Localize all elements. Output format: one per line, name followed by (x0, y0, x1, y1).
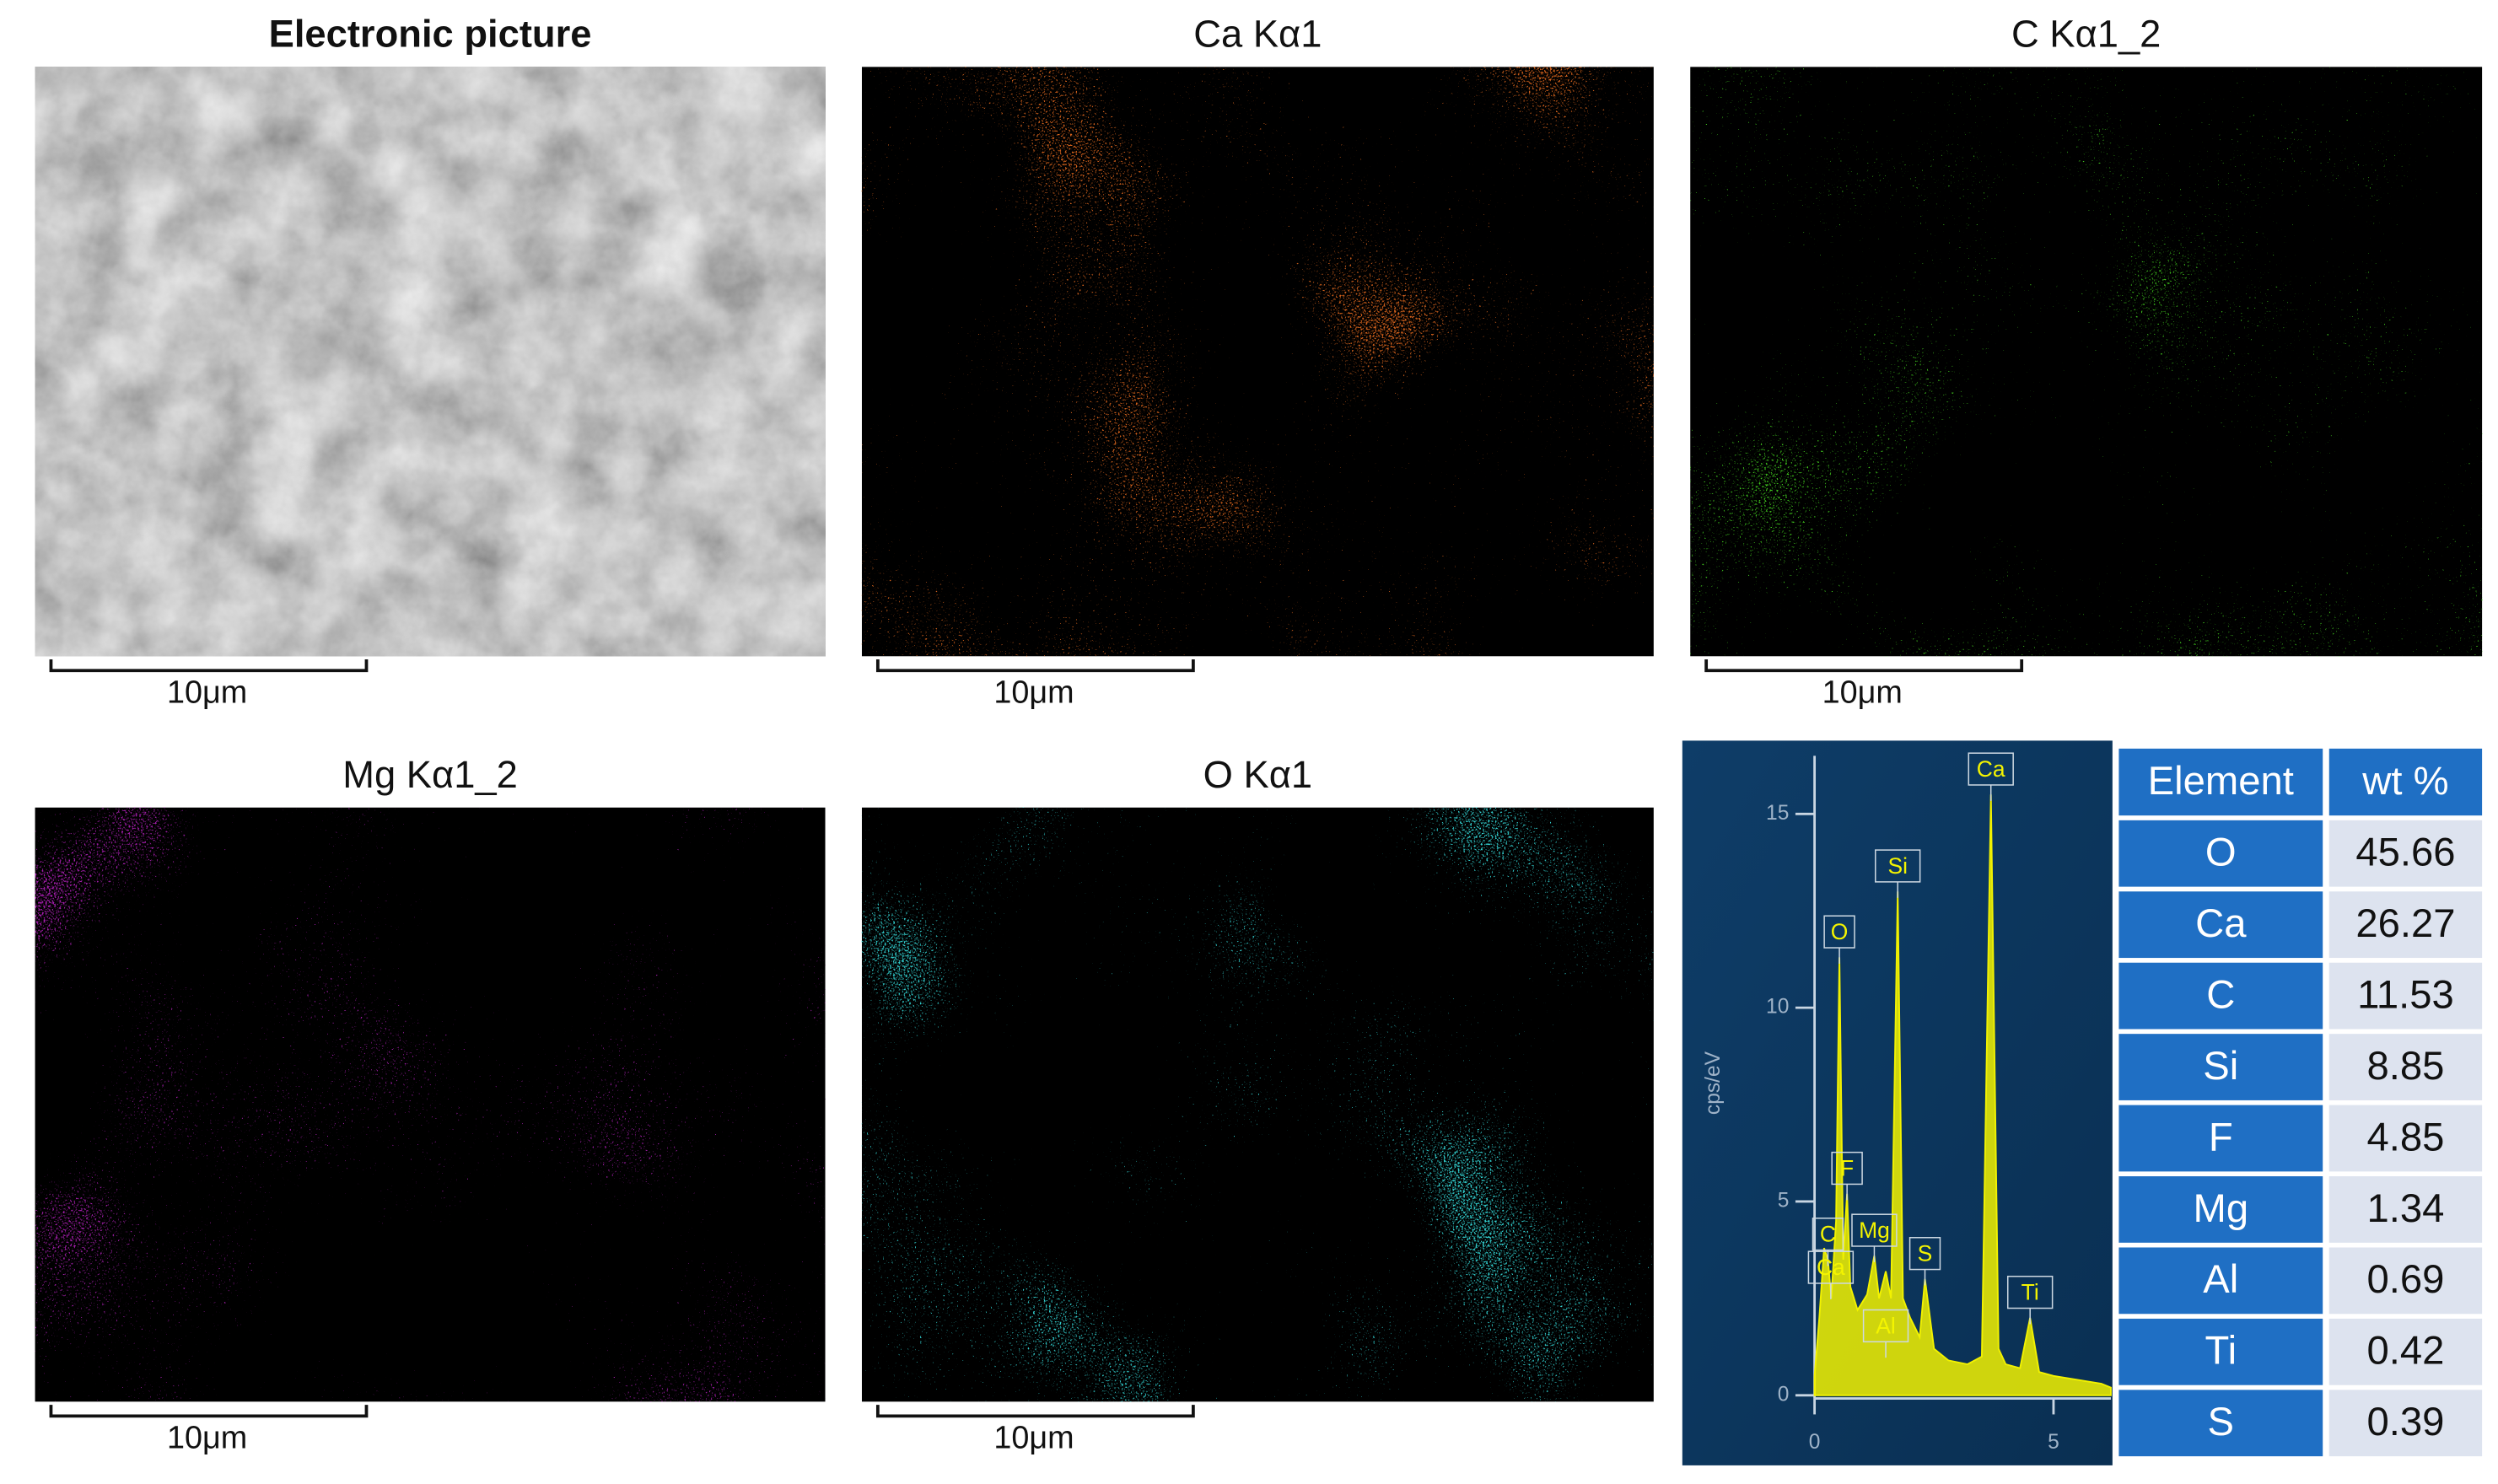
element-cell (2118, 1390, 2323, 1457)
table-value: 0.69 (2366, 1257, 2444, 1302)
table-header: Element (2148, 759, 2294, 804)
value-cell (2328, 1105, 2483, 1172)
scale-bar-label: 10μm (993, 1421, 1074, 1456)
table-header: wt % (2361, 759, 2448, 804)
panel-title: Ca Kα1 (1193, 12, 1322, 55)
value-cell (2328, 1034, 2483, 1100)
sem-image (35, 67, 826, 657)
peak-label: Ca (1977, 756, 2005, 782)
table-element: F (2209, 1115, 2233, 1159)
table-element: O (2205, 831, 2237, 875)
scale-bar (49, 1405, 369, 1418)
table-value: 11.53 (2357, 972, 2454, 1017)
element-cell (2118, 1318, 2323, 1385)
element-map (861, 67, 1654, 657)
value-cell (2328, 1176, 2483, 1243)
table-element: Mg (2193, 1186, 2248, 1231)
value-cell (2328, 962, 2483, 1030)
panel-title: Mg Kα1_2 (342, 753, 518, 796)
spectrum-area (1813, 794, 2112, 1396)
peak-label: Ti (2022, 1279, 2039, 1304)
value-cell (2328, 1247, 2483, 1315)
peak-label: F (1840, 1155, 1854, 1180)
peak-label: Al (1876, 1313, 1896, 1338)
table-value: 1.34 (2366, 1186, 2444, 1231)
scale-bar (875, 659, 1195, 673)
y-tick-label: 10 (1766, 996, 1789, 1019)
x-tick-label: 0 (1809, 1431, 1821, 1454)
table-element: Al (2203, 1257, 2238, 1302)
table-element: Ti (2205, 1329, 2237, 1374)
panel-title: O Kα1 (1203, 753, 1313, 796)
element-cell (2118, 891, 2323, 959)
peak-label: Si (1887, 853, 1908, 879)
element-cell (2118, 820, 2323, 887)
value-cell (2328, 820, 2483, 887)
peak-label-box (1875, 849, 1921, 883)
y-tick-label: 5 (1778, 1189, 1790, 1212)
panel-title: Electronic picture (269, 12, 592, 55)
scale-bar-label: 10μm (993, 675, 1074, 711)
peak-label-box (1807, 1250, 1855, 1284)
scale-bar (1704, 659, 2024, 673)
scale-bar-label: 10μm (167, 675, 247, 711)
peak-label-box (1862, 1309, 1909, 1343)
table-value: 0.39 (2366, 1400, 2444, 1444)
table-value: 26.27 (2355, 901, 2455, 946)
peak-label: S (1918, 1241, 1933, 1266)
element-map (1690, 67, 2483, 657)
value-cell (2328, 1390, 2483, 1457)
table-header-cell (2118, 748, 2323, 816)
scale-bar (875, 1405, 1195, 1418)
peak-label-box (1812, 1218, 1844, 1251)
peak-label-box (1968, 752, 2014, 786)
table-element: S (2208, 1400, 2235, 1444)
y-tick-label: 0 (1778, 1383, 1790, 1406)
value-cell (2328, 1318, 2483, 1385)
element-cell (2118, 962, 2323, 1030)
peak-label-box (1823, 915, 1855, 949)
element-cell (2118, 1034, 2323, 1100)
element-map (35, 807, 826, 1402)
element-map (861, 807, 1654, 1402)
table-element: Ca (2195, 901, 2247, 946)
element-cell (2118, 1176, 2323, 1243)
table-value: 45.66 (2355, 831, 2455, 875)
scale-bar-label: 10μm (167, 1421, 247, 1456)
peak-label: O (1831, 919, 1849, 944)
element-cell (2118, 1247, 2323, 1315)
peak-label-box (2006, 1275, 2054, 1309)
peak-label-box (1831, 1151, 1863, 1186)
value-cell (2328, 891, 2483, 959)
y-axis-label: cps/eV (1702, 1051, 1725, 1115)
scale-bar-label: 10μm (1822, 675, 1903, 711)
table-element: C (2206, 972, 2235, 1017)
peak-label: Ca (1817, 1255, 1845, 1280)
x-tick-label: 5 (2048, 1431, 2059, 1454)
table-element: Si (2203, 1044, 2238, 1089)
table-value: 0.42 (2366, 1329, 2444, 1374)
table-header-cell (2328, 748, 2483, 816)
scale-bar (49, 659, 369, 673)
panel-title: C Kα1_2 (2011, 12, 2161, 55)
peak-label: C (1820, 1222, 1836, 1247)
peak-label-box (1908, 1237, 1941, 1271)
table-value: 4.85 (2366, 1115, 2444, 1159)
y-tick-label: 15 (1766, 802, 1789, 825)
peak-label-box (1851, 1213, 1898, 1247)
peak-label: Mg (1859, 1218, 1890, 1243)
table-value: 8.85 (2366, 1044, 2444, 1089)
element-cell (2118, 1105, 2323, 1172)
